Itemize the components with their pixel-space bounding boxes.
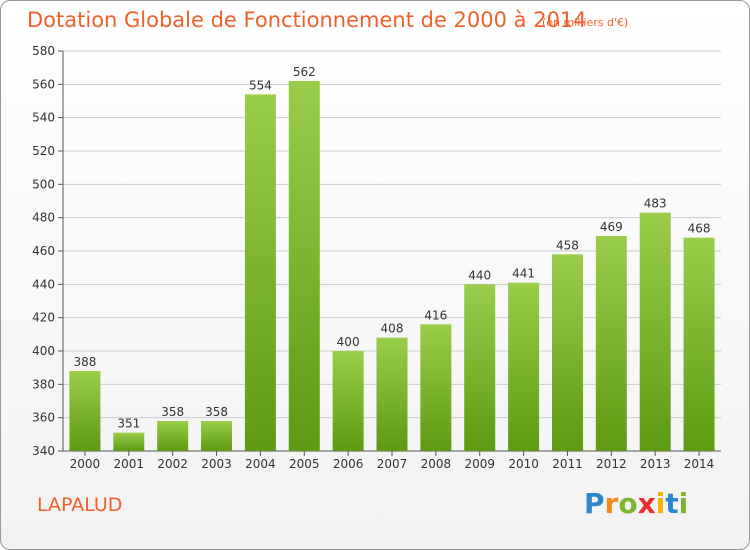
bar	[639, 212, 671, 451]
x-tick-label: 2013	[640, 457, 671, 471]
logo-letter: t	[665, 487, 679, 520]
x-tick-label: 2012	[596, 457, 627, 471]
x-tick-label: 2011	[552, 457, 583, 471]
data-label: 358	[205, 405, 228, 419]
y-tick-label: 540	[32, 111, 55, 125]
bar	[113, 432, 145, 451]
x-tick-label: 2010	[508, 457, 539, 471]
bar	[508, 282, 540, 451]
data-label: 351	[117, 417, 140, 431]
bar	[157, 421, 189, 451]
x-tick-label: 2009	[464, 457, 495, 471]
x-tick-label: 2002	[157, 457, 188, 471]
y-tick-label: 420	[32, 311, 55, 325]
data-label: 562	[293, 65, 316, 79]
logo-letter: o	[618, 487, 638, 520]
bar	[551, 254, 583, 451]
data-label: 458	[556, 238, 579, 252]
x-tick-label: 2008	[421, 457, 452, 471]
y-tick-label: 440	[32, 277, 55, 291]
data-label: 388	[73, 355, 96, 369]
y-tick-label: 500	[32, 177, 55, 191]
bar	[201, 421, 233, 451]
data-label: 469	[600, 220, 623, 234]
x-tick-label: 2003	[201, 457, 232, 471]
chart-subtitle: (en milliers d'€)	[542, 16, 629, 29]
data-label: 408	[381, 322, 404, 336]
data-label: 468	[688, 222, 711, 236]
commune-name: LAPALUD	[37, 494, 123, 516]
data-label: 440	[468, 268, 491, 282]
data-label: 400	[337, 335, 360, 349]
y-tick-label: 380	[32, 377, 55, 391]
data-label: 416	[424, 308, 447, 322]
x-tick-label: 2000	[70, 457, 101, 471]
y-tick-label: 340	[32, 444, 55, 458]
bar	[683, 237, 715, 451]
data-label: 554	[249, 78, 272, 92]
y-tick-label: 360	[32, 411, 55, 425]
logo-letter: x	[637, 487, 656, 520]
x-tick-label: 2004	[245, 457, 276, 471]
bar	[244, 94, 276, 451]
chart-title: Dotation Globale de Fonctionnement de 20…	[27, 8, 587, 32]
data-label: 358	[161, 405, 184, 419]
logo-letter: i	[655, 487, 666, 520]
bar	[69, 371, 101, 451]
y-tick-label: 520	[32, 144, 55, 158]
proxiti-logo: Proxiti	[584, 487, 688, 520]
data-label: 441	[512, 267, 535, 281]
y-tick-label: 400	[32, 344, 55, 358]
logo-letter: r	[604, 487, 619, 520]
bar	[420, 324, 452, 451]
x-tick-label: 2007	[377, 457, 408, 471]
bar	[595, 236, 627, 451]
logo-letter: P	[584, 487, 605, 520]
data-label: 483	[644, 197, 667, 211]
x-tick-label: 2006	[333, 457, 364, 471]
y-tick-label: 460	[32, 244, 55, 258]
bar	[288, 81, 320, 451]
bar	[376, 337, 408, 451]
bar	[464, 284, 496, 451]
bar	[332, 351, 364, 451]
x-tick-label: 2001	[114, 457, 145, 471]
y-tick-label: 560	[32, 77, 55, 91]
y-tick-label: 480	[32, 211, 55, 225]
x-tick-label: 2005	[289, 457, 320, 471]
logo-letter: i	[678, 487, 689, 520]
y-tick-label: 580	[32, 44, 55, 58]
x-tick-label: 2014	[684, 457, 715, 471]
